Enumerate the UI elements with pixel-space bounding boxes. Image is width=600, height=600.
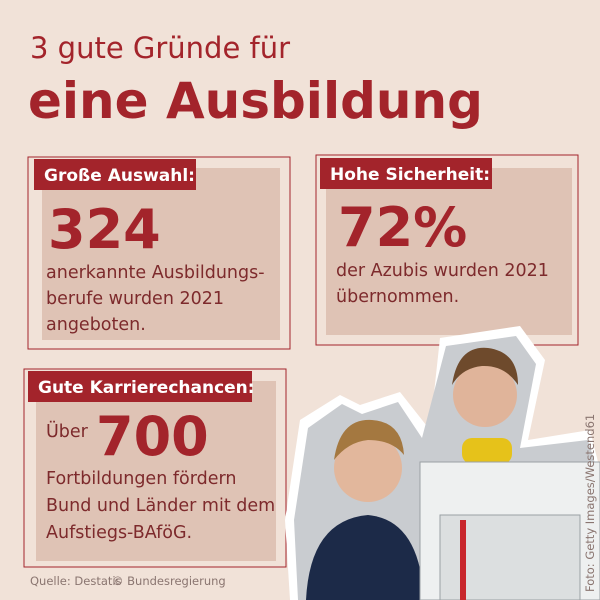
card-text: übernommen. [336,287,459,307]
card-text: anerkannte Ausbildungs- [46,263,265,283]
card: Große Auswahl: 324 anerkannte Ausbildung… [27,156,291,350]
photo-shirt [306,515,424,600]
card: Gute Karrierechancen: Über 700 Fortbildu… [23,368,287,568]
card-outline [27,156,291,350]
card-fill [42,168,280,340]
card-label: Hohe Sicherheit: [330,165,490,185]
source: Quelle: Destatis [30,574,122,588]
copyright: © Bundesregierung [112,574,226,588]
card-number: 700 [96,405,209,468]
card-outline [23,368,287,568]
card-label-box [320,158,492,189]
title-line2: eine Ausbildung [28,72,483,130]
photo-credit: Foto: Getty Images/Westend61 [583,414,597,592]
photo-machine-stripe [460,520,466,600]
photo-earmuffs [462,438,512,464]
photo-person [334,434,402,502]
photo-hair [452,347,518,385]
card-number: 72% [338,196,467,259]
card-label-box [34,159,196,190]
card-text: der Azubis wurden 2021 [336,261,549,281]
photo-person [453,363,517,427]
card-label: Gute Karrierechancen: [38,378,255,398]
card-prefix: Über [46,420,89,442]
photo-hair [334,419,404,460]
card-text: Fortbildungen fördern [46,469,236,489]
card-text: Bund und Länder mit dem [46,496,275,516]
title-line1: 3 gute Gründe für [30,31,290,65]
card-text: angeboten. [46,315,146,335]
card-label: Große Auswahl: [44,166,195,186]
card-label-box [28,371,252,402]
card: Hohe Sicherheit: 72% der Azubis wurden 2… [315,154,579,346]
card-text: Aufstiegs-BAföG. [46,523,192,543]
card-fill [36,381,276,561]
card-text: berufe wurden 2021 [46,289,224,309]
card-number: 324 [48,198,161,261]
card-fill [326,168,572,335]
photo [285,326,600,600]
